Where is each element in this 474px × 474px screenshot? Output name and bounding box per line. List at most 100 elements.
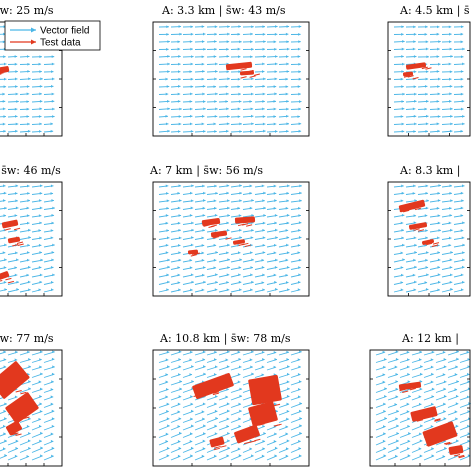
vector-arrowhead [394,403,398,406]
test-data-streak [13,227,21,231]
vector-arrowhead [418,358,422,361]
vector-arrowhead [402,40,405,43]
vector-arrowhead [3,214,7,217]
vector-arrowhead [448,221,452,225]
vector-arrowhead [15,206,19,210]
vector-arrowhead [456,357,459,361]
vector-arrowhead [190,129,194,133]
vector-arrowhead [227,350,230,354]
test-data-streak [225,237,232,240]
vector-arrowhead [26,100,30,104]
vector-arrowhead [262,92,266,96]
test-data-streak [445,442,452,445]
vector-arrowhead [179,199,182,202]
vector-arrowhead [3,77,7,81]
vector-arrowhead [437,214,441,218]
vector-arrowhead [238,92,241,96]
vector-arrowhead [286,251,290,255]
vector-arrowhead [436,55,440,58]
vector-arrowhead [450,228,453,232]
vector-arrowhead [287,387,290,391]
vector-arrowhead [455,417,458,421]
vector-arrowhead [444,446,447,450]
vector-arrowhead [190,446,194,450]
vector-arrowhead [299,100,302,103]
vector-arrowhead [449,280,453,284]
vector-arrowhead [424,281,428,284]
vector-arrowhead [4,454,7,457]
vector-arrowhead [450,287,453,291]
vector-arrowhead [455,394,459,398]
vector-arrowhead [40,387,43,391]
vector-arrowhead [400,251,404,255]
vector-arrowhead [3,199,6,202]
vector-arrowhead [425,265,429,269]
vector-arrowhead [190,273,194,277]
panel-title: A: 7 km | s̄w: 56 m/s [149,164,263,178]
vector-arrowhead [297,47,301,51]
vector-arrowhead [190,432,193,436]
panel-2: A: 3.3 km | s̄w: 43 m/s [152,4,310,137]
vector-arrowhead [190,107,193,111]
vector-arrowhead [213,199,217,203]
vector-arrowhead [165,122,169,126]
vector-arrowhead [165,214,169,217]
vector-arrowhead [249,447,253,451]
vector-arrowhead [460,214,464,217]
vector-arrowhead [26,424,30,428]
vector-arrowhead [3,32,6,36]
vector-arrowhead [28,365,31,369]
vector-arrowhead [15,92,19,96]
vector-arrowhead [450,107,453,111]
test-data-streak [244,441,251,445]
vector-arrowhead [413,184,416,188]
vector-arrow [0,440,8,444]
vector-arrowhead [263,431,266,435]
vector-arrowhead [178,228,181,232]
vector-arrowhead [298,365,301,369]
vector-arrowhead [39,236,42,240]
panel-title: s̄w: 25 m/s [0,4,54,17]
vector-arrowhead [436,206,440,210]
test-data-streak [412,77,419,80]
vector-arrowhead [448,236,452,240]
vector-arrowhead [396,424,399,428]
vector-arrowhead [395,372,399,376]
vector-arrowhead [214,358,217,361]
vector-arrowhead [413,236,417,240]
vector-arrowhead [262,251,266,254]
test-data-streak [213,447,220,451]
vector-arrowhead [189,358,193,362]
test-data-streak [414,207,422,211]
vector-arrowhead [274,92,277,96]
vector-arrowhead [202,273,205,277]
vector-arrowhead [189,258,193,262]
vector-arrowhead [190,77,194,81]
vector-arrowhead [437,47,440,51]
vector-arrowhead [437,288,440,292]
vector-arrowhead [14,266,18,269]
vector-arrowhead [214,409,218,413]
vector-arrowhead [202,213,206,217]
vector-arrowhead [460,191,464,195]
vector-arrowhead [437,258,441,262]
vector-arrowhead [262,47,266,51]
test-data-streak [13,418,20,422]
vector-arrowhead [426,99,429,103]
vector-arrowhead [425,206,429,210]
vector-arrowhead [261,365,265,369]
vector-arrowhead [460,77,464,81]
vector-arrowhead [437,251,440,254]
vector-arrowhead [285,425,289,429]
vector-arrowhead [177,266,181,269]
vector-arrowhead [52,206,55,210]
vector-arrowhead [27,70,30,73]
test-data-blob [398,199,426,213]
vector-arrowhead [413,55,417,58]
panel-8: A: 10.8 km | s̄w: 78 m/s [152,332,310,467]
vector-arrowhead [14,191,18,195]
test-data-streak [453,454,461,457]
vector-arrowhead [407,372,410,376]
vector-arrowhead [407,447,410,450]
vector-arrowhead [419,350,423,354]
